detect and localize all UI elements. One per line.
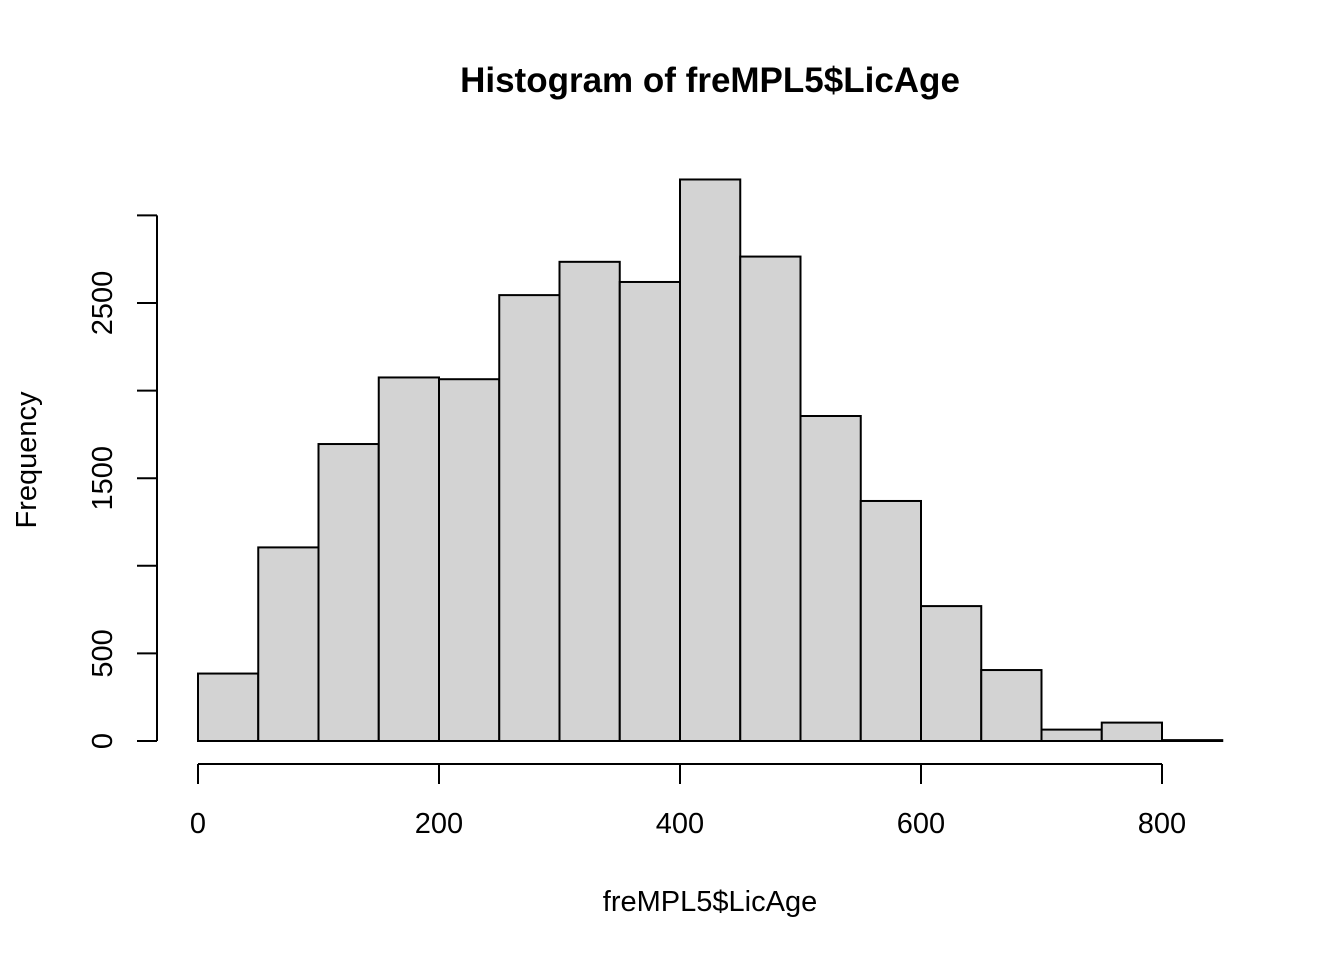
histogram-bar	[618, 280, 681, 742]
histogram-bar	[799, 415, 862, 742]
histogram-bar	[377, 376, 440, 742]
histogram-bar	[438, 378, 501, 742]
histogram-bar	[317, 443, 380, 742]
histogram-bar	[739, 255, 802, 742]
bars-group	[197, 178, 1224, 743]
histogram-bar	[1040, 728, 1103, 742]
histogram-bar	[920, 605, 983, 743]
y-tick-label: 1500	[87, 446, 119, 511]
histogram-bar	[1100, 721, 1163, 743]
x-axis: 0 200 400 600 800	[190, 763, 1186, 840]
histogram-bar	[859, 499, 922, 743]
x-tick-label: 200	[415, 808, 463, 840]
histogram-bar	[679, 178, 742, 742]
chart-title: Histogram of freMPL5$LicAge	[460, 61, 960, 100]
histogram-bar	[498, 294, 561, 742]
y-tick-label: 2500	[87, 271, 119, 336]
histogram-bar	[257, 546, 320, 742]
x-axis-label: freMPL5$LicAge	[603, 886, 817, 918]
y-tick-label: 0	[87, 733, 119, 749]
histogram-bar	[980, 669, 1043, 743]
x-tick-label: 0	[190, 808, 206, 840]
x-tick-label: 600	[897, 808, 945, 840]
x-tick-label: 800	[1138, 808, 1186, 840]
x-tick-label: 400	[656, 808, 704, 840]
histogram-bar	[197, 672, 260, 742]
histogram-bar	[558, 260, 621, 742]
y-axis-label: Frequency	[11, 391, 43, 529]
y-axis: 0 500 1500 2500	[87, 214, 158, 749]
histogram-bar	[1161, 739, 1224, 743]
y-tick-label: 500	[87, 629, 119, 677]
